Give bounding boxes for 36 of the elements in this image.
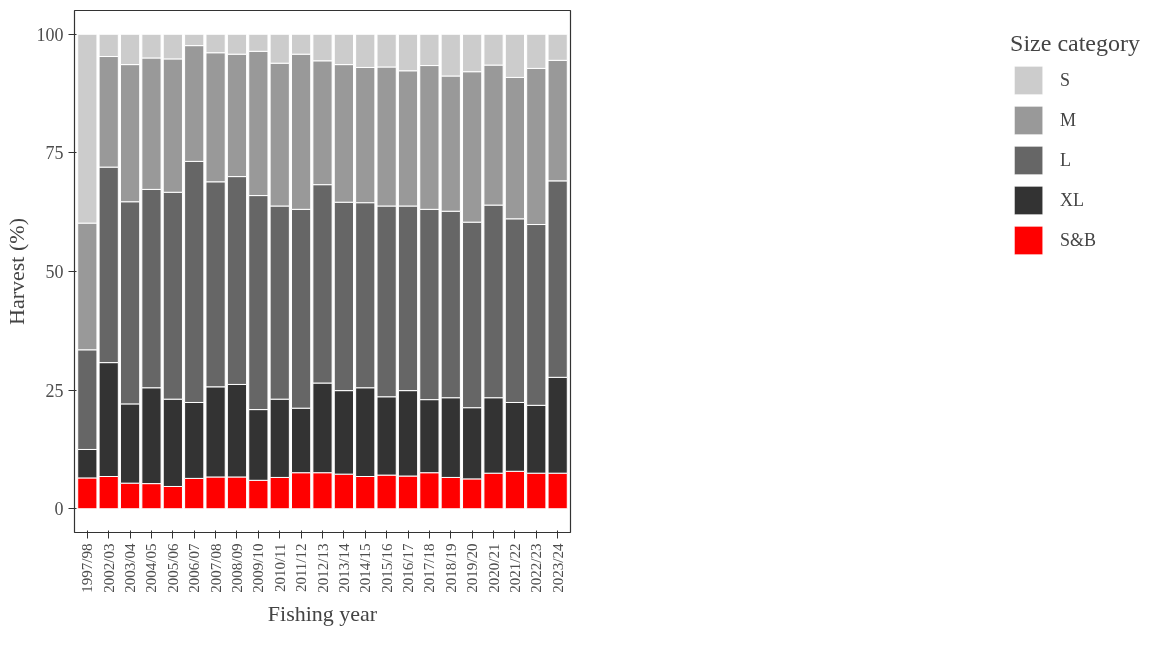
y-axis-title: Harvest (%) bbox=[3, 218, 29, 325]
x-tick-label: 2010/11 bbox=[271, 543, 288, 593]
x-tick-label: 2003/04 bbox=[122, 543, 139, 593]
y-tick-label: 25 bbox=[45, 380, 64, 401]
x-tick-label: 2018/19 bbox=[442, 543, 459, 593]
x-tick-label: 1997/98 bbox=[79, 543, 96, 593]
y-tick-label: 0 bbox=[54, 499, 64, 520]
x-tick-label: 2002/03 bbox=[100, 543, 117, 593]
x-tick-label: 2017/18 bbox=[421, 543, 438, 593]
y-tick-label: 100 bbox=[36, 24, 64, 45]
x-axis-title: Fishing year bbox=[267, 600, 378, 626]
x-tick-label: 2023/24 bbox=[549, 543, 566, 593]
legend-label: XL bbox=[1060, 189, 1085, 211]
x-tick-label: 2011/12 bbox=[293, 543, 310, 593]
x-tick-label: 2020/21 bbox=[485, 543, 502, 593]
x-tick-label: 2006/07 bbox=[186, 543, 203, 593]
x-tick-label: 2007/08 bbox=[207, 543, 224, 593]
x-tick-label: 2004/05 bbox=[143, 543, 160, 593]
y-tick-label: 75 bbox=[45, 143, 64, 164]
x-tick-label: 2005/06 bbox=[164, 543, 181, 593]
x-tick-label: 2016/17 bbox=[400, 543, 417, 593]
legend-label: S&B bbox=[1060, 229, 1097, 251]
x-tick-label: 2019/20 bbox=[464, 543, 481, 593]
legend-label: S bbox=[1060, 69, 1072, 91]
x-tick-label: 2022/23 bbox=[528, 543, 545, 593]
x-tick-label: 2013/14 bbox=[335, 543, 352, 593]
legend-label: L bbox=[1060, 149, 1073, 171]
legend-label: M bbox=[1060, 109, 1078, 131]
x-tick-label: 2012/13 bbox=[314, 543, 331, 593]
x-tick-label: 2008/09 bbox=[228, 543, 245, 593]
x-tick-label: 2021/22 bbox=[506, 543, 523, 593]
legend-title: Size category bbox=[1010, 30, 1140, 57]
x-tick-label: 2009/10 bbox=[250, 543, 267, 593]
y-tick-label: 50 bbox=[45, 262, 64, 282]
x-tick-label: 2014/15 bbox=[357, 543, 374, 593]
x-tick-label: 2015/16 bbox=[378, 543, 395, 593]
